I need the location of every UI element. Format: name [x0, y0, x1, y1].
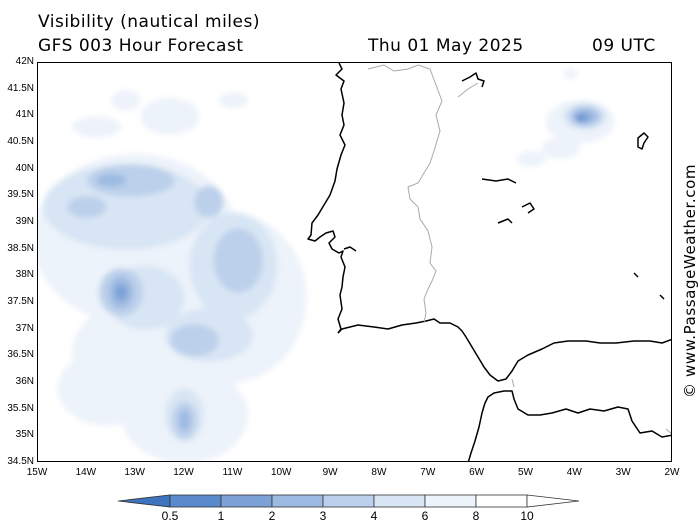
portugal-spain-border	[367, 64, 443, 324]
tagus-estuary	[343, 246, 357, 252]
fog-patch-24	[169, 324, 219, 357]
lat-tick-label: 41N	[15, 109, 34, 121]
spain-france-border	[457, 82, 479, 98]
lon-tick-label: 14W	[75, 467, 97, 478]
algarve-coastline	[337, 318, 671, 382]
fog-patch-31	[115, 284, 127, 301]
fog-layer	[38, 68, 615, 461]
forecast-date: Thu 01 May 2025	[368, 36, 524, 56]
lon-tick-label: 15W	[26, 467, 48, 478]
credit-watermark: © www.PassageWeather.com	[681, 163, 699, 398]
lat-tick-label: 39.5N	[7, 189, 34, 201]
lat-tick-label: 38N	[15, 269, 34, 281]
fog-patch-29	[96, 173, 126, 187]
fog-patch-10	[541, 137, 581, 159]
morocco-algeria-border	[665, 428, 671, 434]
forecast-subtitle: GFS 003 Hour Forecast	[38, 36, 244, 56]
fog-patch-8	[218, 92, 249, 109]
visibility-colorbar	[118, 494, 580, 508]
lat-tick-label: 42N	[15, 56, 34, 67]
fog-patch-33	[576, 116, 585, 122]
lat-tick-label: 37N	[15, 322, 34, 334]
reservoir-5	[659, 294, 665, 300]
fog-patch-11	[516, 151, 546, 167]
gibraltar-border	[511, 378, 515, 388]
colorbar-label: 10	[520, 509, 534, 523]
lat-tick-label: 37.5N	[7, 296, 34, 307]
colorbar-segment	[424, 494, 477, 508]
fog-patch-12	[563, 68, 578, 79]
colorbar-label: 2	[268, 509, 276, 523]
lat-tick-label: 35.5N	[7, 402, 34, 414]
fog-patch-23	[213, 228, 263, 293]
ebro-delta-coastline	[461, 72, 485, 88]
colorbar-label: 0.5	[161, 509, 179, 523]
lon-tick-label: 2W	[664, 467, 680, 478]
lon-tick-label: 11W	[222, 467, 243, 478]
lon-tick-label: 6W	[469, 467, 485, 478]
lat-tick-label: 40N	[15, 162, 34, 174]
lat-tick-label: 41.5N	[7, 82, 34, 94]
morocco-coastline	[467, 390, 671, 461]
coastline-layer	[307, 63, 671, 461]
lon-tick-label: 8W	[371, 467, 387, 478]
colorbar-segment	[169, 494, 222, 508]
lon-tick-label: 4W	[566, 467, 582, 478]
fog-patch-4	[57, 351, 156, 426]
colorbar-extend-high	[526, 494, 580, 508]
lat-tick-label: 39N	[15, 216, 34, 227]
fog-patch-28	[178, 409, 191, 432]
colorbar-label: 3	[319, 509, 327, 523]
colorbar-label: 6	[421, 509, 429, 523]
fog-patch-7	[111, 89, 141, 111]
border-layer	[367, 64, 671, 434]
colorbar-segment	[322, 494, 375, 508]
map-frame[interactable]	[37, 62, 672, 462]
lat-tick-label: 36.5N	[7, 349, 34, 361]
lon-tick-label: 9W	[322, 467, 338, 478]
lon-tick-label: 5W	[517, 467, 533, 478]
lon-tick-label: 3W	[615, 467, 631, 478]
lon-tick-label: 7W	[420, 467, 436, 478]
lon-tick-label: 12W	[173, 467, 194, 478]
forecast-time: 09 UTC	[592, 36, 656, 56]
colorbar-label: 8	[472, 509, 480, 523]
colorbar-extend-low	[118, 494, 171, 508]
fog-patch-19	[86, 164, 175, 197]
lon-tick-label: 13W	[124, 467, 145, 478]
visibility-map	[38, 63, 671, 461]
colorbar-segment	[271, 494, 324, 508]
lat-tick-label: 38.5N	[7, 242, 34, 254]
reservoir-1	[481, 178, 517, 184]
map-title: Visibility (nautical miles)	[38, 12, 260, 32]
reservoir-2	[521, 202, 535, 214]
mallorca-coastline	[637, 132, 649, 150]
lat-tick-label: 40.5N	[7, 136, 34, 147]
lat-tick-label: 36N	[15, 376, 34, 387]
colorbar-segment	[475, 494, 528, 508]
fog-patch-5	[72, 116, 122, 138]
portugal-coastline	[307, 63, 346, 334]
fog-patch-21	[194, 185, 224, 218]
fog-patch-6	[140, 97, 200, 135]
colorbar-segment	[220, 494, 273, 508]
colorbar-label: 4	[370, 509, 378, 523]
reservoir-3	[497, 218, 513, 224]
lat-tick-label: 34.5N	[7, 456, 34, 467]
reservoir-4	[633, 272, 639, 278]
colorbar-label: 1	[217, 509, 225, 523]
lat-tick-label: 35N	[15, 429, 34, 441]
fog-patch-20	[67, 196, 107, 218]
colorbar-segment	[373, 494, 426, 508]
lon-tick-label: 10W	[270, 467, 292, 478]
